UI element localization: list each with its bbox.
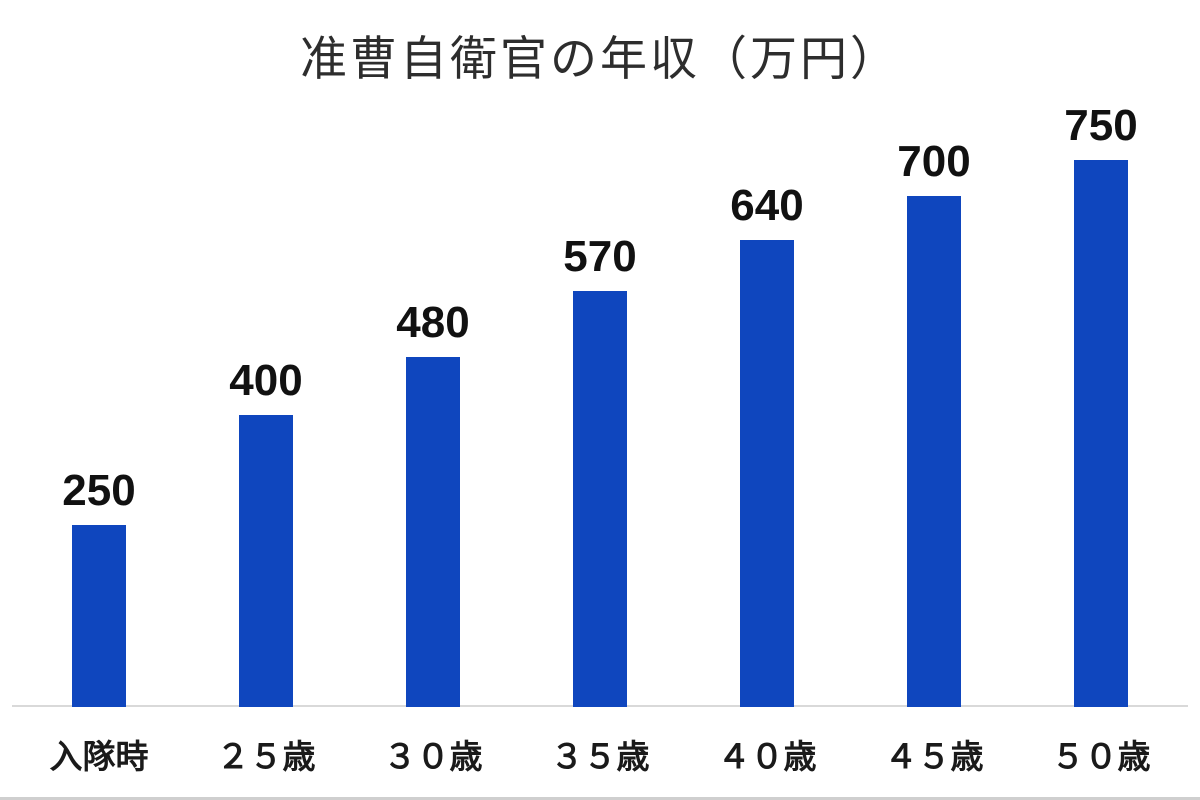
bottom-edge-strip bbox=[0, 797, 1200, 800]
bar bbox=[740, 240, 794, 707]
bar bbox=[72, 525, 126, 707]
bar-value-label: 700 bbox=[897, 137, 971, 186]
x-axis-category-label: ４５歳 bbox=[884, 738, 984, 775]
bar-value-label: 480 bbox=[396, 298, 470, 347]
bar-value-label: 750 bbox=[1064, 101, 1138, 150]
bar bbox=[1074, 160, 1128, 707]
x-axis-category-label: ３０歳 bbox=[383, 738, 483, 775]
x-axis-category-label: ２５歳 bbox=[216, 738, 316, 775]
x-axis-category-label: ４０歳 bbox=[717, 738, 817, 775]
chart-title: 准曹自衛官の年収（万円） bbox=[300, 32, 900, 85]
x-axis-category-label: 入隊時 bbox=[49, 738, 149, 775]
bar bbox=[406, 357, 460, 707]
x-axis-category-label: ５０歳 bbox=[1051, 738, 1151, 775]
bar-value-label: 250 bbox=[62, 466, 136, 515]
bar bbox=[907, 196, 961, 707]
bar-value-label: 640 bbox=[730, 181, 804, 230]
bar bbox=[573, 291, 627, 707]
bar bbox=[239, 415, 293, 707]
x-axis-category-label: ３５歳 bbox=[550, 738, 650, 775]
bar-value-label: 570 bbox=[563, 232, 637, 281]
bar-value-label: 400 bbox=[229, 356, 303, 405]
